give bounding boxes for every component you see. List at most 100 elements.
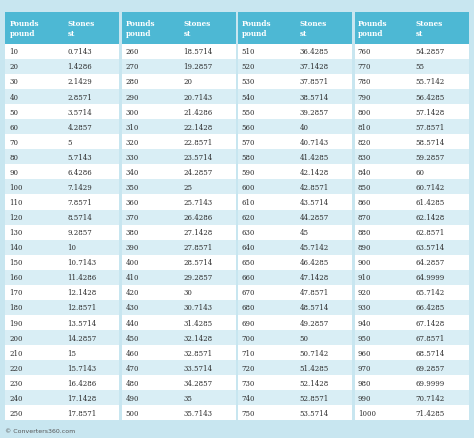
Bar (5, 150, 121, 165)
Text: 610: 610 (242, 198, 255, 206)
Text: 20: 20 (9, 63, 18, 71)
Text: 34.2857: 34.2857 (183, 379, 213, 387)
Text: 640: 640 (242, 244, 255, 251)
Bar (237, 165, 353, 180)
Bar (353, 135, 469, 150)
Text: 940: 940 (358, 319, 371, 327)
Bar (237, 240, 353, 255)
Bar (5, 375, 121, 390)
Bar (121, 75, 237, 90)
Text: 49.2857: 49.2857 (300, 319, 329, 327)
Text: 470: 470 (126, 364, 139, 372)
Text: 31.4285: 31.4285 (183, 319, 213, 327)
Text: 19.2857: 19.2857 (183, 63, 213, 71)
Text: 780: 780 (358, 78, 371, 86)
Text: 21.4286: 21.4286 (183, 108, 213, 117)
Text: 59.2857: 59.2857 (416, 153, 445, 162)
Text: 70: 70 (9, 138, 18, 146)
Text: 62.8571: 62.8571 (416, 229, 445, 237)
Text: 790: 790 (358, 93, 371, 101)
Text: 32.1428: 32.1428 (183, 334, 213, 342)
Text: 740: 740 (242, 394, 255, 402)
Text: 35: 35 (183, 394, 192, 402)
Text: 530: 530 (242, 78, 255, 86)
Bar (5, 345, 121, 360)
Bar (237, 105, 353, 120)
Text: 110: 110 (9, 198, 23, 206)
Text: 680: 680 (242, 304, 255, 312)
Bar (121, 330, 237, 345)
Text: 890: 890 (358, 244, 371, 251)
Bar (121, 60, 237, 75)
Text: Pounds
pound: Pounds pound (358, 20, 387, 38)
Bar (353, 270, 469, 285)
Text: 270: 270 (126, 63, 139, 71)
Bar (353, 150, 469, 165)
Bar (237, 195, 353, 210)
Text: 570: 570 (242, 138, 255, 146)
Text: 750: 750 (242, 409, 255, 417)
Text: 46.4285: 46.4285 (300, 259, 329, 267)
Text: 980: 980 (358, 379, 371, 387)
Text: 41.4285: 41.4285 (300, 153, 329, 162)
Text: 67.8571: 67.8571 (416, 334, 445, 342)
Bar (353, 300, 469, 315)
Text: 460: 460 (126, 349, 139, 357)
Bar (353, 90, 469, 105)
Text: 990: 990 (358, 394, 371, 402)
Text: 240: 240 (9, 394, 23, 402)
Text: 410: 410 (126, 274, 139, 282)
Text: 670: 670 (242, 289, 255, 297)
Bar (353, 390, 469, 406)
Text: Stones
st: Stones st (183, 20, 211, 38)
Text: 30.7143: 30.7143 (183, 304, 212, 312)
Bar (5, 135, 121, 150)
Text: 420: 420 (126, 289, 139, 297)
Text: 40.7143: 40.7143 (300, 138, 329, 146)
Text: 2.8571: 2.8571 (67, 93, 92, 101)
Text: 380: 380 (126, 229, 139, 237)
Bar (5, 270, 121, 285)
Bar (237, 45, 353, 60)
Bar (121, 180, 237, 195)
Text: 62.1428: 62.1428 (416, 214, 445, 222)
Text: 12.1428: 12.1428 (67, 289, 97, 297)
Text: 51.4285: 51.4285 (300, 364, 329, 372)
Text: 42.8571: 42.8571 (300, 184, 329, 191)
Text: Pounds
pound: Pounds pound (126, 20, 155, 38)
Text: 44.2857: 44.2857 (300, 214, 329, 222)
Bar (121, 285, 237, 300)
Bar (237, 210, 353, 225)
Bar (5, 210, 121, 225)
Text: 430: 430 (126, 304, 139, 312)
Bar (237, 375, 353, 390)
Text: 23.5714: 23.5714 (183, 153, 213, 162)
Text: 860: 860 (358, 198, 371, 206)
Text: 140: 140 (9, 244, 23, 251)
Text: 800: 800 (358, 108, 371, 117)
Bar (237, 360, 353, 375)
Text: 47.8571: 47.8571 (300, 289, 329, 297)
Text: 100: 100 (9, 184, 23, 191)
Text: 20.7143: 20.7143 (183, 93, 213, 101)
Bar (237, 300, 353, 315)
Text: 600: 600 (242, 184, 255, 191)
Bar (353, 120, 469, 135)
Text: 17.8571: 17.8571 (67, 409, 97, 417)
Bar (237, 270, 353, 285)
Bar (5, 330, 121, 345)
Text: 810: 810 (358, 124, 371, 131)
Text: 64.9999: 64.9999 (416, 274, 445, 282)
Text: 120: 120 (9, 214, 23, 222)
Text: 15: 15 (67, 349, 76, 357)
Text: 340: 340 (126, 169, 139, 177)
Text: 820: 820 (358, 138, 371, 146)
Bar (237, 255, 353, 270)
Text: 25: 25 (183, 184, 192, 191)
Text: 55.7142: 55.7142 (416, 78, 445, 86)
Text: 15.7143: 15.7143 (67, 364, 97, 372)
Bar (353, 210, 469, 225)
Text: 900: 900 (358, 259, 371, 267)
Text: 35.7143: 35.7143 (183, 409, 212, 417)
Text: 68.5714: 68.5714 (416, 349, 445, 357)
